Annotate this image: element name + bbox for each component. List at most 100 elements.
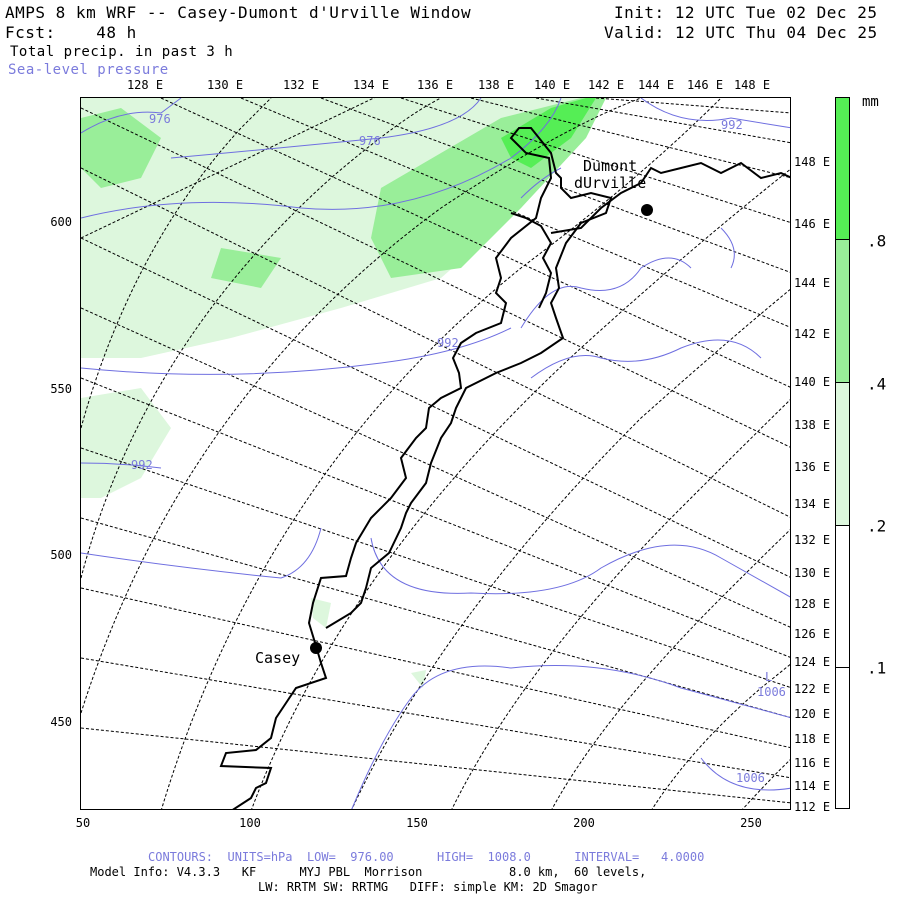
station-marker-casey[interactable] — [310, 642, 322, 654]
precip-light-region — [311, 598, 331, 628]
isobar-976 — [170, 98, 482, 159]
coastline-path — [510, 212, 553, 309]
right-tick: 130 E — [794, 566, 831, 580]
right-tick: 124 E — [794, 655, 831, 669]
graticule-line — [742, 759, 790, 809]
graticule-line — [81, 98, 642, 714]
isobar-interior — [720, 227, 735, 269]
colorbar-segment — [836, 98, 849, 240]
right-tick: 116 E — [794, 756, 831, 770]
graticule-line — [81, 98, 272, 429]
graticule-line — [400, 98, 790, 223]
isobar-992 — [81, 462, 162, 469]
isobar-984 — [81, 98, 562, 219]
top-tick: 134 E — [352, 78, 390, 92]
right-tick: 144 E — [794, 276, 831, 290]
isobar-992 — [640, 98, 790, 129]
isobar-label: 976 — [149, 112, 171, 126]
top-tick: 138 E — [477, 78, 515, 92]
graticule-line — [81, 377, 790, 658]
colorbar-unit: mm — [862, 94, 879, 110]
right-tick: 148 E — [794, 155, 831, 169]
graticule-line — [81, 447, 790, 688]
isobar-992 — [81, 327, 512, 375]
graticule — [81, 98, 790, 809]
isobar-interior — [520, 167, 562, 199]
graticule-line — [161, 98, 722, 809]
isobar-976 — [81, 98, 182, 134]
colorbar-level: .2 — [867, 516, 887, 536]
colorbar-level: .4 — [867, 374, 887, 394]
isobar-label: 1006 — [736, 771, 765, 785]
graticule-line — [240, 98, 790, 328]
isobar-label: 1006 — [757, 685, 786, 699]
init-time: Init: 12 UTC Tue 02 Dec 25 — [614, 3, 878, 22]
top-tick: 132 E — [282, 78, 320, 92]
field-name: Total precip. in past 3 h — [10, 44, 234, 60]
graticule-line — [81, 587, 790, 749]
colorbar — [835, 97, 850, 809]
graticule-line — [535, 98, 790, 144]
graticule-line — [81, 727, 790, 804]
graticule-line — [551, 529, 790, 809]
bottom-tick: 200 — [573, 816, 595, 830]
map-panel[interactable]: 976 976 992 992 992 1006 1006 L — [80, 97, 791, 810]
top-tick: 146 E — [686, 78, 724, 92]
forecast-label: Fcst: — [5, 23, 56, 42]
colorbar-level: .8 — [867, 231, 887, 251]
right-tick: 122 E — [794, 682, 831, 696]
graticule-line — [81, 107, 790, 448]
bottom-tick: 250 — [740, 816, 762, 830]
isobars — [81, 98, 790, 809]
coastline — [219, 127, 790, 809]
isobar-1000 — [370, 537, 790, 598]
left-tick: 450 — [50, 715, 72, 729]
right-tick: 112 E — [794, 800, 831, 814]
graticule-line — [351, 288, 790, 809]
graticule-line — [81, 657, 790, 779]
low-marker: L — [765, 670, 773, 684]
map-title: AMPS 8 km WRF -- Casey-Dumont d'Urville … — [5, 3, 472, 22]
isobar-label: 992 — [437, 336, 459, 350]
overlay-name: Sea-level pressure — [8, 62, 169, 78]
graticule-line — [451, 399, 790, 809]
precip-mid-region — [81, 108, 161, 188]
bottom-tick: 100 — [239, 816, 261, 830]
contour-info: CONTOURS: UNITS=hPa LOW= 976.00 HIGH= 10… — [148, 850, 705, 864]
coastline-path — [219, 127, 613, 809]
colorbar-level: .1 — [867, 658, 887, 678]
right-tick: 134 E — [794, 497, 831, 511]
right-tick: 138 E — [794, 418, 831, 432]
graticule-line — [160, 98, 790, 388]
valid-time: Valid: 12 UTC Thu 04 Dec 25 — [604, 23, 878, 42]
right-tick: 114 E — [794, 779, 831, 793]
colorbar-segment — [836, 240, 849, 383]
right-tick: 142 E — [794, 327, 831, 341]
graticule-line — [81, 98, 442, 579]
colorbar-segment — [836, 383, 849, 526]
forecast-hour: Fcst: 48 h — [5, 24, 137, 42]
colorbar-segment — [836, 668, 849, 808]
station-marker-dumont[interactable] — [641, 204, 653, 216]
precip-light-region — [81, 388, 171, 498]
model-info: Model Info: V4.3.3 KF MYJ PBL Morrison 8… — [90, 865, 647, 879]
top-tick: 136 E — [416, 78, 454, 92]
graticule-line — [81, 167, 790, 518]
isobar-label: 976 — [359, 134, 381, 148]
left-tick: 600 — [50, 215, 72, 229]
top-tick: 144 E — [637, 78, 675, 92]
top-tick: 142 E — [587, 78, 625, 92]
isobar-1004 — [351, 665, 790, 809]
graticule-line — [595, 98, 790, 114]
precip-mid-region — [211, 248, 281, 288]
graticule-line — [81, 517, 790, 718]
precip-shading — [81, 98, 606, 688]
isobar-1000 — [81, 527, 322, 579]
right-tick: 146 E — [794, 217, 831, 231]
station-label-dumont: Dumont dUrville — [574, 157, 647, 192]
isobar-interior — [530, 339, 762, 379]
isobar-1006 — [700, 757, 790, 791]
top-tick: 128 E — [126, 78, 164, 92]
top-tick: 140 E — [533, 78, 571, 92]
right-tick: 126 E — [794, 627, 831, 641]
